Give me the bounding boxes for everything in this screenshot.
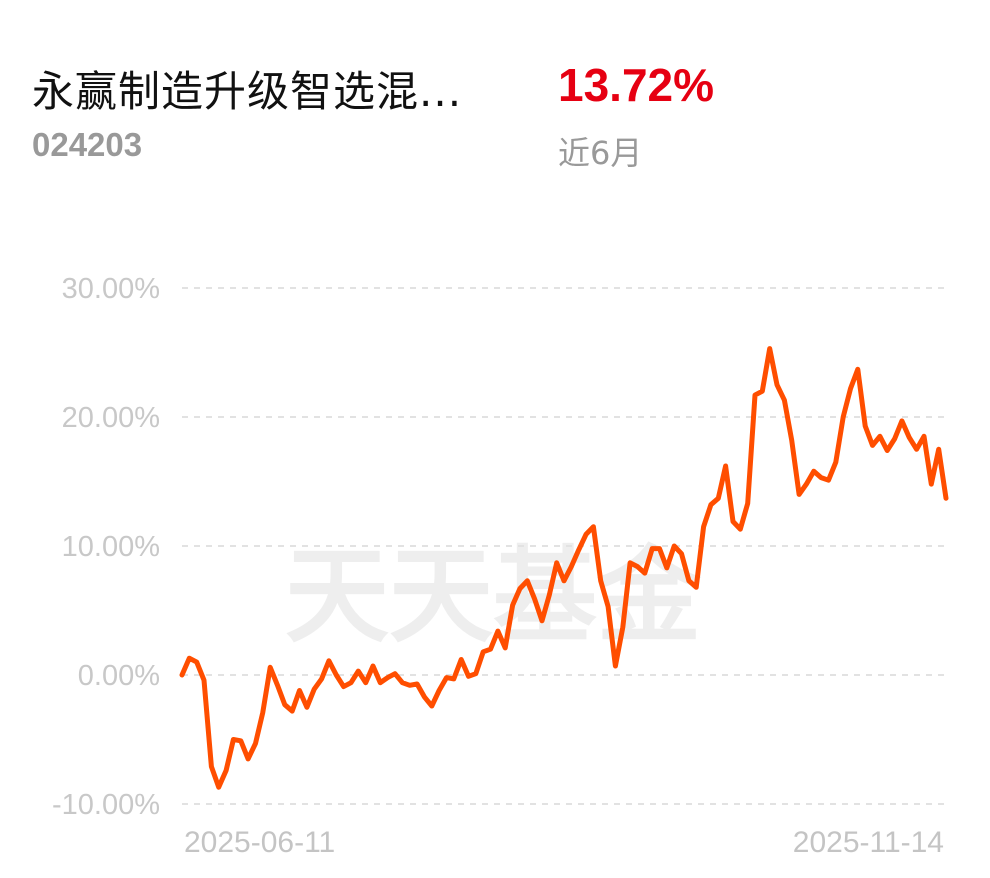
chart-grid [182,287,946,805]
y-tick-label: 0.00% [78,660,160,692]
y-tick-label: -10.00% [52,789,160,821]
y-axis-ticks: 30.00% 20.00% 10.00% 0.00% -10.00% [52,273,160,821]
x-tick-label-start: 2025-06-11 [184,826,335,859]
fund-name: 永赢制造升级智选混... [32,67,463,116]
x-tick-label-end: 2025-11-14 [793,826,944,859]
period-label: 近6月 [558,134,643,172]
series-line [179,346,949,790]
return-value: 13.72% [558,59,715,111]
y-tick-label: 20.00% [62,402,160,434]
fund-code: 024203 [32,126,143,163]
y-tick-label: 10.00% [62,531,160,563]
y-tick-label: 30.00% [62,273,160,305]
